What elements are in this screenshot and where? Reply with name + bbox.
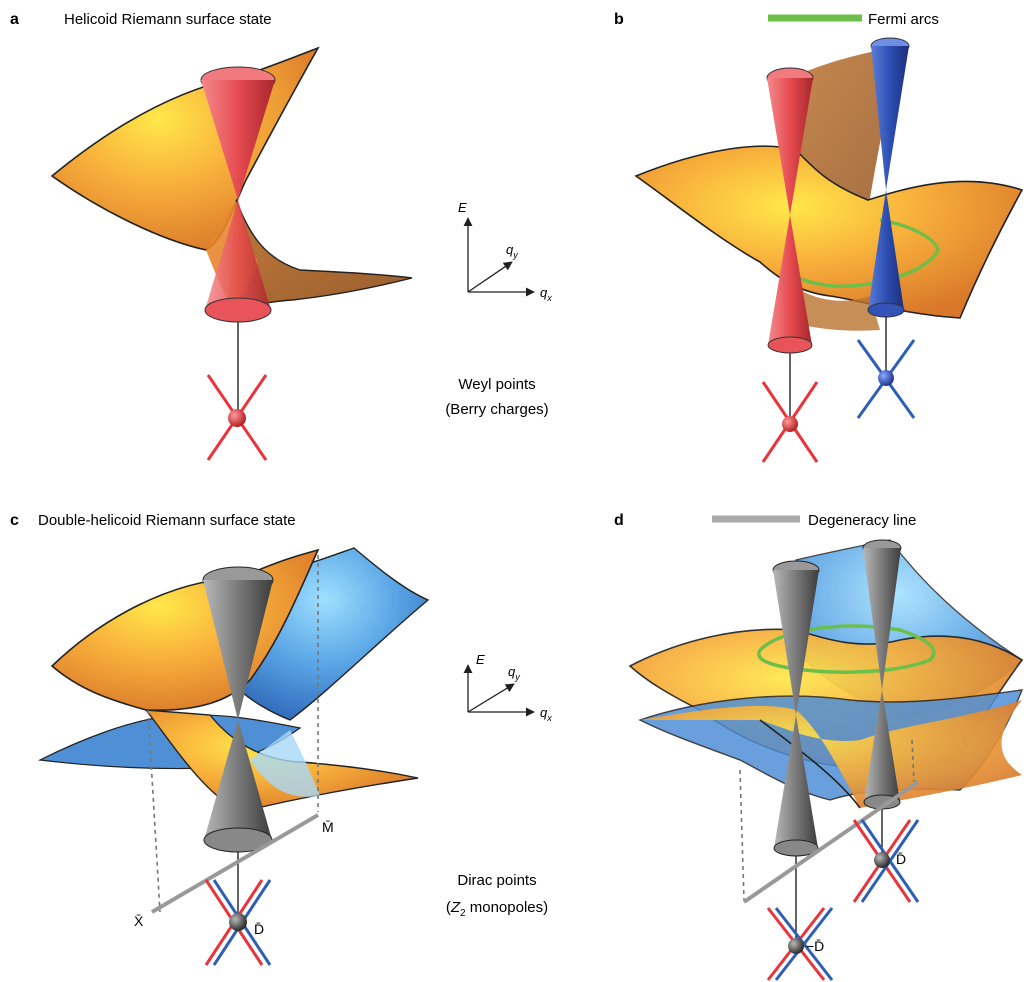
panel-b-letter: b [614,11,624,28]
weyl-caption: Weyl points (Berry charges) [445,376,548,418]
double-helicoid-surface-d [628,539,1024,809]
dirac-point-c [204,879,272,966]
x-bar-label: X̄ [134,913,144,929]
helicoid-surface-b [634,46,1024,331]
m-bar-label: M̄ [322,819,334,835]
axis-qy-label-bottom: qy [508,664,520,682]
dirac-point-d-right [852,819,920,903]
weyl-point-b-blue [856,339,916,419]
panel-b: b Fermi arcs [614,11,1024,463]
axis-e-label-bottom: E [476,652,485,667]
panel-a: a Helicoid Riemann surface state [10,11,413,461]
dirac-caption: Dirac points (Z2 monopoles) [446,872,548,919]
panel-d: d Degeneracy line [614,512,1024,981]
degeneracy-line-legend: Degeneracy line [808,512,916,529]
weyl-cone-b-blue [867,37,910,378]
brillouin-zone-lines-c [147,555,320,914]
panel-a-title: Helicoid Riemann surface state [64,11,272,28]
dirac-caption-line2: (Z2 monopoles) [446,899,548,919]
dirac-cone-c [202,566,274,925]
dirac-cone-d-right [862,539,902,860]
panel-d-letter: d [614,512,624,529]
minus-d-bar-label: −D̄ [806,938,824,954]
panel-a-letter: a [10,11,19,28]
panel-c-letter: c [10,512,19,529]
brillouin-zone-lines-d [739,739,920,904]
axis-qx-label-bottom: qx [540,705,552,723]
panel-c-title: Double-helicoid Riemann surface state [38,512,296,529]
weyl-caption-line1: Weyl points [458,376,535,393]
axis-qx-label: qx [540,285,552,303]
weyl-caption-line2: (Berry charges) [445,401,548,418]
dirac-point-d-left [766,907,834,981]
axis-qy-label: qy [506,242,518,260]
weyl-cone-b-red [766,67,814,420]
axis-e-label: E [458,200,467,215]
weyl-point-a [206,374,268,461]
weyl-cone-a [200,66,276,410]
axes-bottom: E qy qx [463,652,552,723]
axes-top: E qy qx [458,200,552,303]
fermi-arcs-legend: Fermi arcs [868,11,939,28]
d-bar-right-label: D̄ [896,851,906,867]
dirac-caption-line1: Dirac points [457,872,536,889]
d-bar-label: D̄ [254,921,264,937]
weyl-point-b-red [761,381,819,463]
dirac-cone-d-left [772,560,820,950]
panel-c: c Double-helicoid Riemann surface state … [10,512,430,966]
